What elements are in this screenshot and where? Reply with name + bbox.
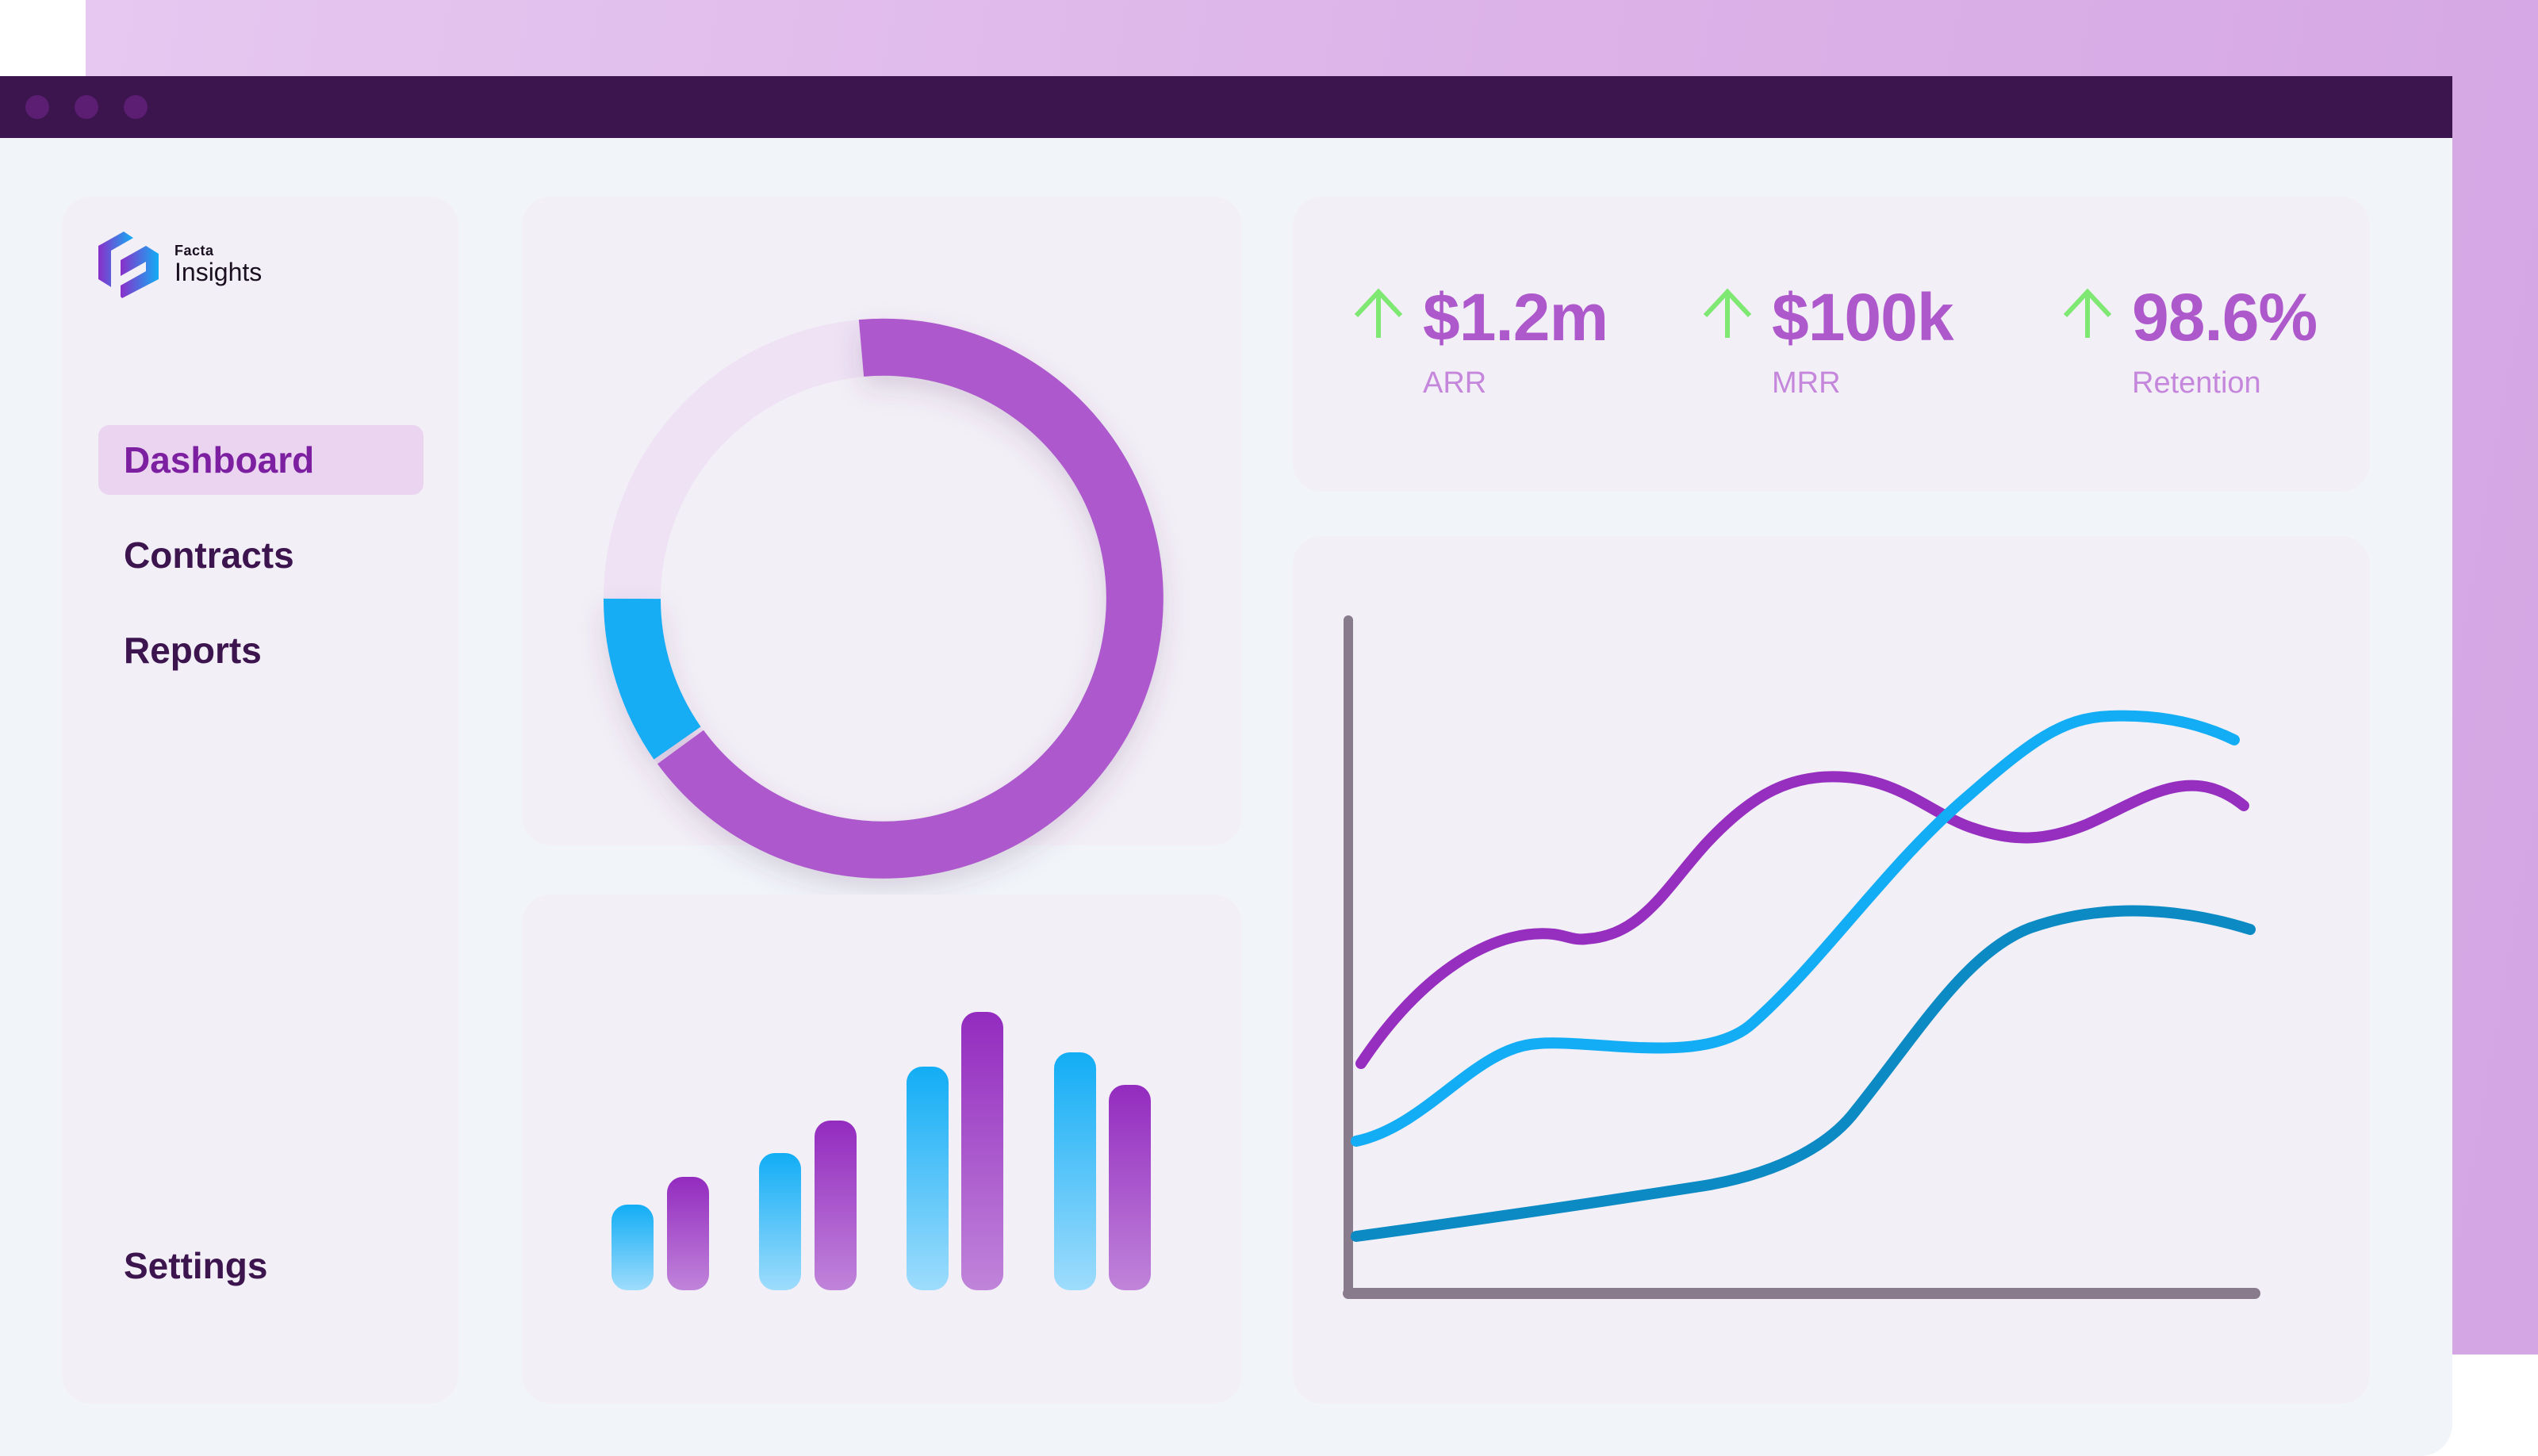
minimize-window-button[interactable] <box>75 95 98 119</box>
metrics-card: $1.2m ARR $100k MRR 98.6% Retention <box>1293 197 2370 492</box>
line-series-light-blue[interactable] <box>1351 710 2240 1147</box>
metric-value: 98.6% <box>2132 280 2318 354</box>
sidebar: Facta Insights Dashboard Contracts Repor… <box>62 197 458 1404</box>
bar-4-purple[interactable] <box>1109 1085 1151 1290</box>
line-series-purple[interactable] <box>1355 771 2249 1069</box>
sidebar-item-label: Settings <box>124 1245 268 1286</box>
bar-1-purple[interactable] <box>667 1177 709 1290</box>
line-chart[interactable] <box>1293 536 2370 1404</box>
metric-label: MRR <box>1772 366 1841 400</box>
metric-label: Retention <box>2132 366 2261 400</box>
bar-3-purple[interactable] <box>961 1012 1003 1290</box>
sidebar-item-label: Reports <box>124 630 262 671</box>
donut-segment-purple[interactable] <box>657 318 1164 879</box>
brand-name: Insights <box>174 258 263 286</box>
sidebar-item-contracts[interactable]: Contracts <box>98 520 424 590</box>
bar-chart[interactable] <box>522 895 1242 1404</box>
bar-4-blue[interactable] <box>1054 1052 1096 1290</box>
sidebar-item-dashboard[interactable]: Dashboard <box>98 425 424 495</box>
metric-label: ARR <box>1423 366 1487 400</box>
bar-1-blue[interactable] <box>611 1205 654 1290</box>
sidebar-item-label: Contracts <box>124 535 294 576</box>
sidebar-item-settings[interactable]: Settings <box>98 1231 424 1301</box>
up-arrow-icon <box>2063 288 2112 338</box>
app-window: Facta Insights Dashboard Contracts Repor… <box>0 76 2452 1456</box>
maximize-window-button[interactable] <box>124 95 148 119</box>
metric-value: $100k <box>1772 280 1954 354</box>
up-arrow-icon <box>1354 288 1403 338</box>
bar-chart-card <box>522 895 1242 1404</box>
bar-2-purple[interactable] <box>815 1121 857 1290</box>
brand-small: Facta <box>174 243 214 259</box>
sidebar-item-label: Dashboard <box>124 439 315 481</box>
metric-value: $1.2m <box>1423 280 1608 354</box>
brand-logo[interactable]: Facta Insights <box>97 230 262 298</box>
bar-2-blue[interactable] <box>759 1153 801 1290</box>
up-arrow-icon <box>1703 288 1752 338</box>
line-series-dark-blue[interactable] <box>1351 905 2256 1242</box>
sidebar-item-reports[interactable]: Reports <box>98 615 424 685</box>
bar-3-blue[interactable] <box>907 1067 949 1290</box>
close-window-button[interactable] <box>25 95 49 119</box>
donut-chart[interactable] <box>522 197 1242 879</box>
line-chart-card <box>1293 536 2370 1404</box>
donut-segment-blue[interactable] <box>603 598 701 760</box>
title-bar <box>0 76 2452 138</box>
facta-logo-icon <box>98 232 159 298</box>
donut-chart-card <box>522 197 1242 879</box>
